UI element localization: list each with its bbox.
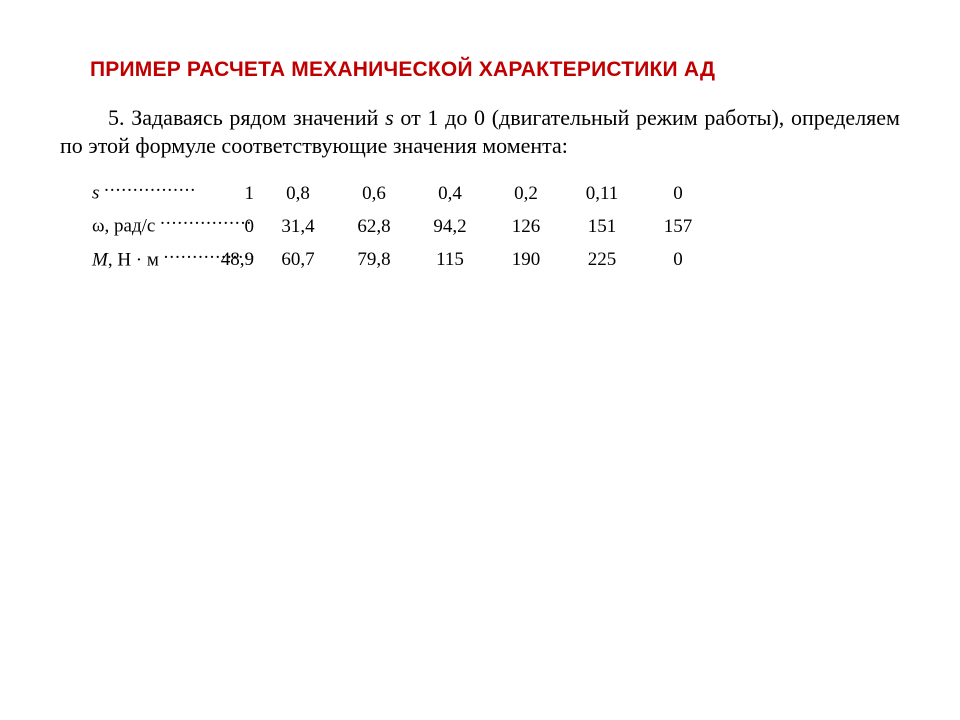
cell: 126 <box>488 214 564 240</box>
page-title: ПРИМЕР РАСЧЕТА МЕХАНИЧЕСКОЙ ХАРАКТЕРИСТИ… <box>90 58 900 82</box>
cell: 1 <box>202 181 260 207</box>
row-label-s: s ............................ <box>92 173 202 206</box>
cell: 0 <box>640 247 716 273</box>
cell: 151 <box>564 214 640 240</box>
para-lead-number: 5. <box>108 105 125 130</box>
row-label-moment: M, Н · м ................. <box>92 240 202 273</box>
cell: 0 <box>640 181 716 207</box>
data-table: s ............................ 1 0,8 0,6… <box>92 173 900 273</box>
cell: 0,6 <box>336 181 412 207</box>
page-content: ПРИМЕР РАСЧЕТА МЕХАНИЧЕСКОЙ ХАРАКТЕРИСТИ… <box>0 0 960 273</box>
cell: 157 <box>640 214 716 240</box>
cell: 79,8 <box>336 247 412 273</box>
cell: 190 <box>488 247 564 273</box>
table-row: s ............................ 1 0,8 0,6… <box>92 173 900 206</box>
cell: 225 <box>564 247 640 273</box>
cell: 31,4 <box>260 214 336 240</box>
para-text-before: Задаваясь рядом значений <box>125 105 386 130</box>
cell: 48,9 <box>202 247 260 273</box>
para-italic-s: s <box>385 105 394 130</box>
table-row: M, Н · м ................. 48,9 60,7 79,… <box>92 240 900 273</box>
cell: 0,2 <box>488 181 564 207</box>
body-paragraph: 5. Задаваясь рядом значений s от 1 до 0 … <box>60 104 900 159</box>
cell: 94,2 <box>412 214 488 240</box>
cell: 62,8 <box>336 214 412 240</box>
cell: 0,11 <box>564 181 640 207</box>
table-row: ω, рад/с ................. 0 31,4 62,8 9… <box>92 206 900 239</box>
cell: 60,7 <box>260 247 336 273</box>
cell: 0,4 <box>412 181 488 207</box>
row-label-omega: ω, рад/с ................. <box>92 206 202 239</box>
cell: 115 <box>412 247 488 273</box>
cell: 0 <box>202 214 260 240</box>
cell: 0,8 <box>260 181 336 207</box>
